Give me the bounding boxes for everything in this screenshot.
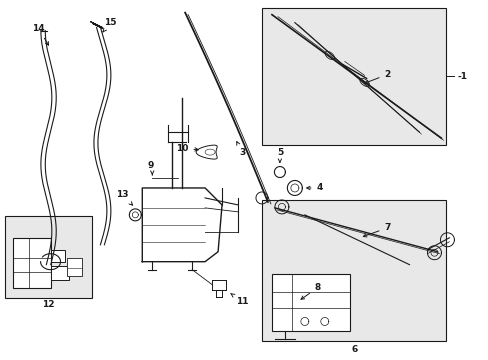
Text: 7: 7 — [363, 223, 390, 237]
Text: 8: 8 — [301, 283, 320, 299]
Text: 10: 10 — [176, 144, 198, 153]
Polygon shape — [142, 188, 222, 262]
Text: 5: 5 — [276, 148, 283, 162]
Text: 6: 6 — [350, 345, 357, 354]
Text: 11: 11 — [230, 293, 248, 306]
Text: 9: 9 — [147, 161, 153, 170]
Text: 4: 4 — [306, 184, 322, 193]
Bar — [66, 258, 82, 276]
Text: 3: 3 — [236, 141, 244, 157]
Text: 14: 14 — [32, 24, 48, 45]
Text: 15: 15 — [102, 18, 117, 32]
Text: 13: 13 — [116, 190, 132, 205]
Bar — [262, 8, 446, 145]
Polygon shape — [196, 145, 217, 159]
Bar — [271, 274, 349, 332]
Text: 12: 12 — [42, 300, 55, 309]
Bar — [5, 216, 92, 298]
Bar — [50, 250, 64, 262]
Bar — [262, 200, 446, 341]
Bar — [50, 266, 68, 280]
Bar — [13, 238, 50, 288]
Text: -1: -1 — [456, 72, 467, 81]
Text: 2: 2 — [365, 70, 390, 84]
